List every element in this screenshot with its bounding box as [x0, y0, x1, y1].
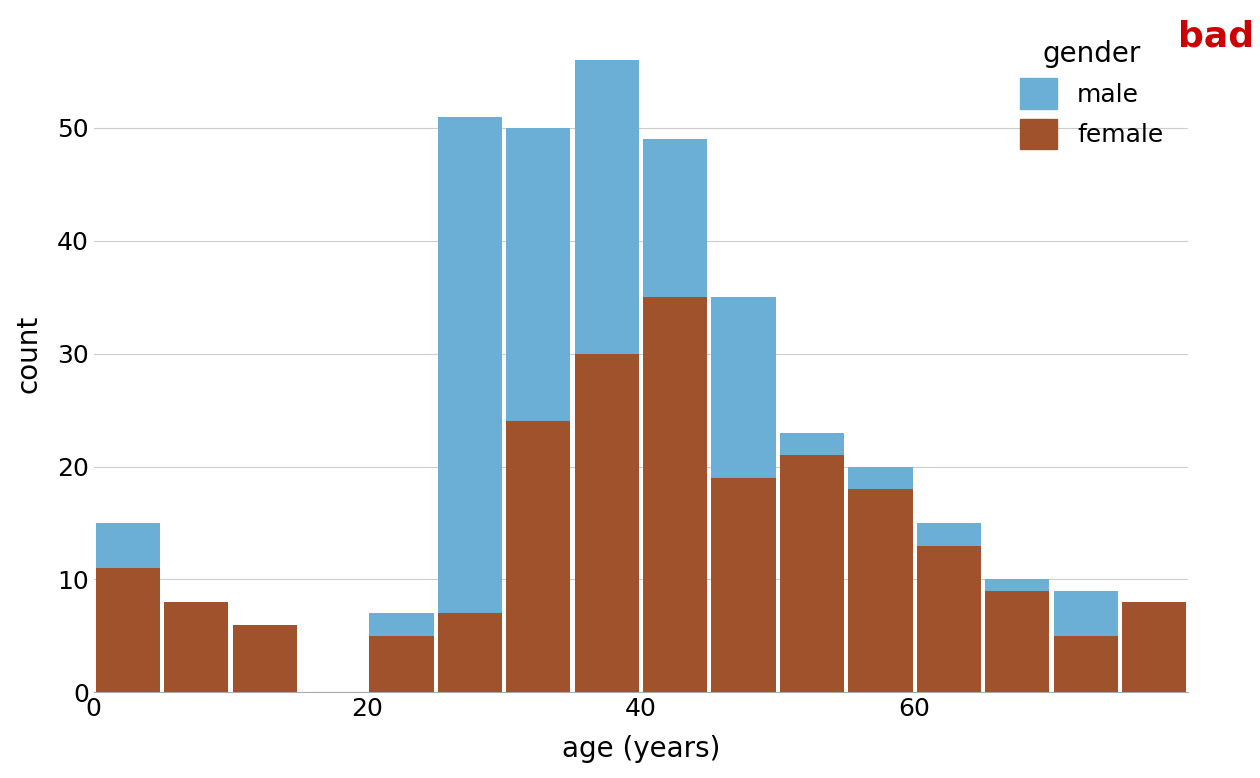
Bar	[985, 580, 1050, 692]
Bar	[369, 636, 433, 692]
X-axis label: age (years): age (years)	[562, 735, 721, 763]
Bar	[712, 297, 776, 692]
Bar	[1191, 681, 1255, 692]
Y-axis label: count: count	[15, 314, 43, 393]
Bar	[575, 354, 639, 692]
Bar	[96, 568, 160, 692]
Bar	[1121, 613, 1186, 692]
Bar	[507, 128, 571, 692]
Bar	[96, 523, 160, 692]
Bar	[848, 467, 912, 692]
Bar	[712, 478, 776, 692]
Bar	[848, 489, 912, 692]
Bar	[780, 455, 844, 692]
Bar	[1053, 636, 1118, 692]
Bar	[233, 625, 297, 692]
Bar	[643, 297, 707, 692]
Text: bad: bad	[1178, 19, 1254, 54]
Legend: male, female: male, female	[1007, 27, 1176, 162]
Bar	[1121, 602, 1186, 692]
Bar	[1191, 647, 1255, 692]
Bar	[507, 422, 571, 692]
Bar	[164, 602, 228, 692]
Bar	[575, 60, 639, 692]
Bar	[643, 139, 707, 692]
Bar	[917, 545, 982, 692]
Bar	[985, 591, 1050, 692]
Bar	[917, 523, 982, 692]
Bar	[437, 117, 501, 692]
Bar	[369, 613, 433, 692]
Bar	[780, 433, 844, 692]
Bar	[233, 625, 297, 692]
Bar	[164, 602, 228, 692]
Bar	[1053, 591, 1118, 692]
Bar	[437, 613, 501, 692]
